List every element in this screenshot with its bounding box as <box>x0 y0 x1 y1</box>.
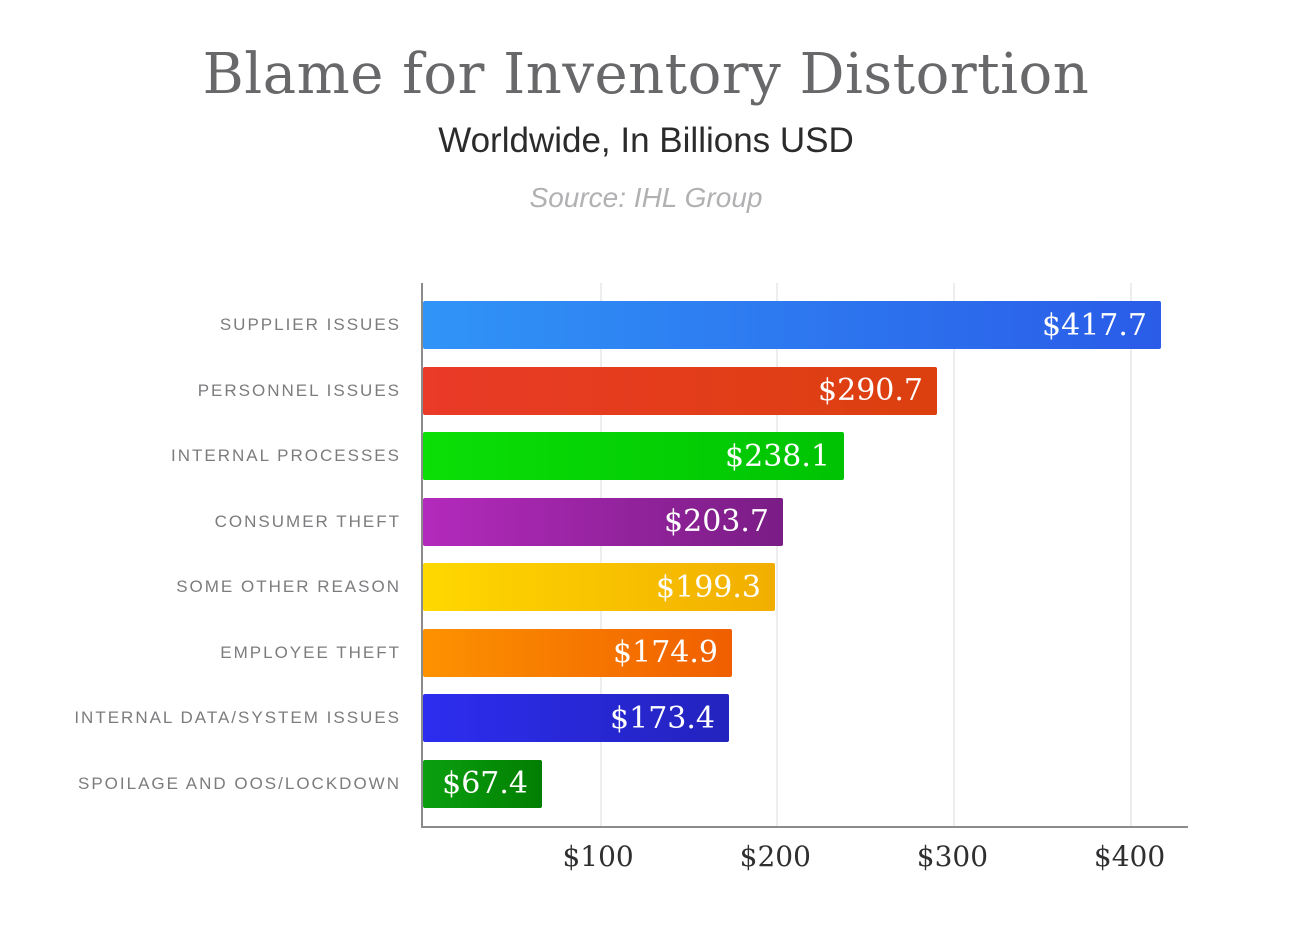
bar-value-label: $238.1 <box>725 438 830 474</box>
plot-area <box>421 283 1188 828</box>
bar-value-label: $199.3 <box>656 569 761 605</box>
bar-value-label: $290.7 <box>818 373 923 409</box>
gridline-400 <box>1129 283 1132 826</box>
bar: $238.1 <box>423 432 844 481</box>
bar: $290.7 <box>423 366 937 415</box>
bar-row: CONSUMER THEFT $203.7 <box>0 497 1188 546</box>
bar-value-label: $67.4 <box>442 766 528 802</box>
category-label: PERSONNEL ISSUES <box>197 380 401 400</box>
gridline-100 <box>599 283 602 826</box>
x-tick-label: $100 <box>562 840 634 873</box>
bar-value-label: $203.7 <box>664 504 769 540</box>
bar: $174.9 <box>423 628 732 677</box>
bar: $67.4 <box>423 759 542 808</box>
category-label: INTERNAL DATA/SYSTEM ISSUES <box>74 708 401 728</box>
chart-subtitle: Worldwide, In Billions USD <box>438 121 854 160</box>
bar-row: INTERNAL PROCESSES $238.1 <box>0 432 1188 481</box>
bar-row: SPOILAGE AND OOS/LOCKDOWN $67.4 <box>0 759 1188 808</box>
gridline-200 <box>776 283 779 826</box>
bar: $173.4 <box>423 694 729 743</box>
x-tick-label: $300 <box>916 840 989 873</box>
gridline-300 <box>953 283 956 826</box>
bar-row: PERSONNEL ISSUES $290.7 <box>0 366 1188 415</box>
bar: $203.7 <box>423 497 783 546</box>
bar: $417.7 <box>423 301 1161 349</box>
category-label: SOME OTHER REASON <box>176 577 401 597</box>
chart-source: Source: IHL Group <box>529 182 763 213</box>
category-label: CONSUMER THEFT <box>214 511 401 531</box>
bar-row: EMPLOYEE THEFT $174.9 <box>0 628 1188 677</box>
category-label: SPOILAGE AND OOS/LOCKDOWN <box>77 773 401 793</box>
bar-value-label: $417.7 <box>1042 307 1147 343</box>
bar-rows: SUPPLIER ISSUES $417.7 PERSONNEL ISSUES $29… <box>0 283 1188 828</box>
bar: $199.3 <box>423 563 775 612</box>
category-label: INTERNAL PROCESSES <box>171 446 401 466</box>
category-label: EMPLOYEE THEFT <box>220 642 401 662</box>
bar-value-label: $174.9 <box>613 635 718 671</box>
bar-row: SOME OTHER REASON $199.3 <box>0 563 1188 612</box>
x-tick-label: $400 <box>1093 840 1166 873</box>
bar-row: INTERNAL DATA/SYSTEM ISSUES $173.4 <box>0 694 1188 743</box>
category-label: SUPPLIER ISSUES <box>219 315 401 334</box>
x-tick-label: $200 <box>739 840 811 873</box>
bar-row: SUPPLIER ISSUES $417.7 <box>0 301 1188 349</box>
chart-title: Blame for Inventory Distortion <box>202 42 1090 107</box>
bar-value-label: $173.4 <box>610 700 715 736</box>
